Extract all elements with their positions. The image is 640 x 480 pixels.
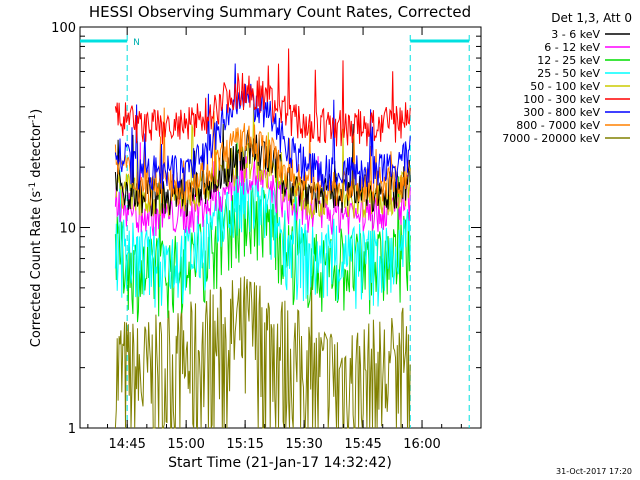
series-group <box>114 48 411 430</box>
x-axis-ticks: 14:45 15:00 15:15 15:30 15:45 16:00 <box>87 27 482 452</box>
x-tick-label-1: 15:00 <box>167 437 204 452</box>
y-axis-label-mid: detector <box>29 122 44 182</box>
y-axis-label: Corrected Count Rate (s-1 detector-1) <box>28 109 44 347</box>
y-tick-label-0: 1 <box>68 422 76 437</box>
y-axis-label-tail: ) <box>29 109 44 114</box>
series-line-5 <box>114 48 411 147</box>
y-axis-label-sup2: -1 <box>28 114 38 123</box>
legend-label-8: 7000 - 20000 keV <box>502 132 600 145</box>
y-tick-label-1: 10 <box>59 222 76 237</box>
y-axis-label-main: Corrected Count Rate (s <box>29 191 44 348</box>
legend-label-4: 50 - 100 keV <box>530 80 600 93</box>
night-markers: N <box>80 35 470 428</box>
x-tick-label-3: 15:30 <box>285 437 322 452</box>
series-line-1 <box>114 140 411 237</box>
footer-timestamp: 31-Oct-2017 17:20 <box>556 467 632 476</box>
y-axis-label-sup1: -1 <box>28 182 38 191</box>
y-tick-label-2: 100 <box>51 21 76 36</box>
y-axis-ticks: 1 10 100 <box>51 21 481 437</box>
night-label: N <box>133 38 140 48</box>
series-line-8 <box>114 276 411 430</box>
x-tick-label-4: 15:45 <box>344 437 381 452</box>
x-axis-label: Start Time (21-Jan-17 14:32:42) <box>168 455 392 471</box>
x-tick-label-5: 16:00 <box>403 437 440 452</box>
chart-title: HESSI Observing Summary Count Rates, Cor… <box>89 3 471 21</box>
x-tick-label-0: 14:45 <box>108 437 145 452</box>
legend-label-6: 300 - 800 keV <box>523 106 600 119</box>
legend-label-7: 800 - 7000 keV <box>516 119 600 132</box>
x-tick-label-2: 15:15 <box>226 437 263 452</box>
legend-label-5: 100 - 300 keV <box>523 93 600 106</box>
legend-header: Det 1,3, Att 0 <box>551 11 632 25</box>
legend-label-2: 12 - 25 keV <box>537 54 600 67</box>
legend-label-1: 6 - 12 keV <box>544 41 600 54</box>
legend-label-3: 25 - 50 keV <box>537 67 600 80</box>
legend-label-0: 3 - 6 keV <box>551 28 600 41</box>
